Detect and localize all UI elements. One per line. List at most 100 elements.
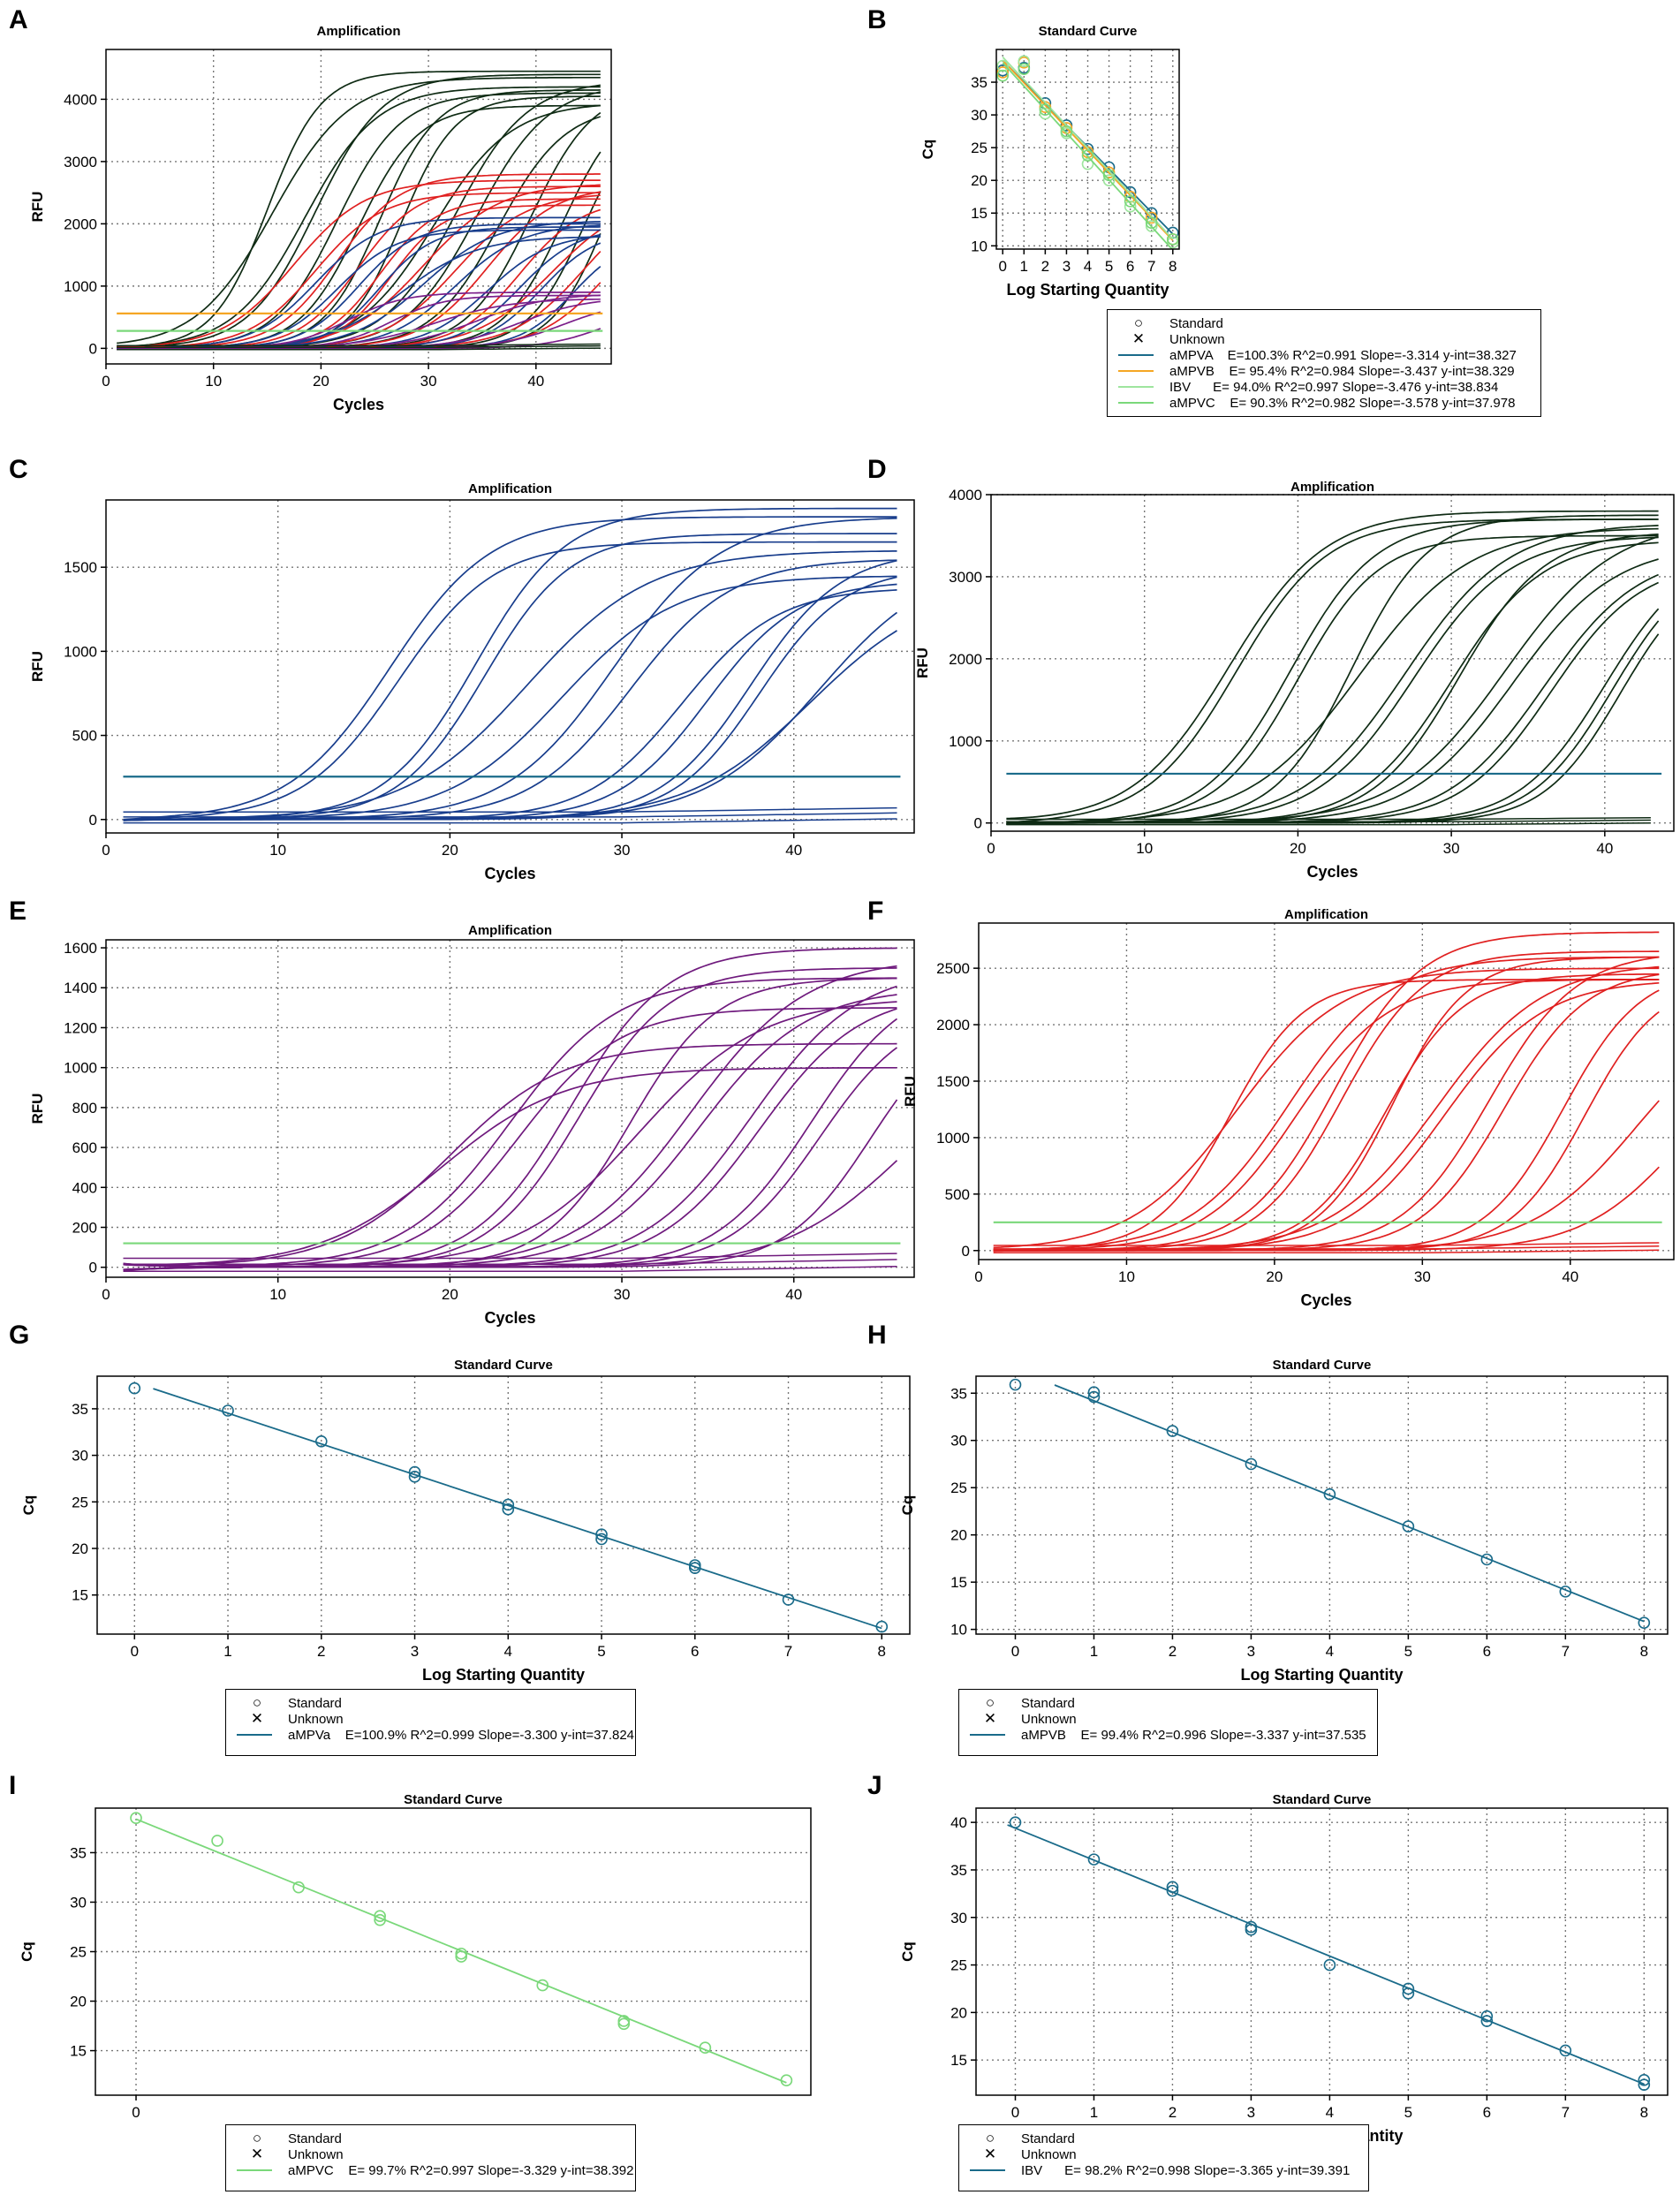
baseline-curve [123,818,897,824]
legend-line-swatch [1118,370,1154,372]
tick-label-y: 25 [72,1494,88,1510]
legend-j: ○ Standard ✕ Unknown IBV E= 98.2% R^2=0.998 … [958,2124,1369,2191]
amplification-curve [123,1007,897,1268]
regression-line [1007,1824,1645,2085]
standard-point [1166,1881,1179,1894]
circle-marker-icon: ○ [1133,314,1144,331]
standard-point [1559,2044,1572,2057]
standard-point [1166,1425,1179,1437]
tick-label-y: 200 [72,1219,97,1236]
tick-label-x: 2 [317,1643,325,1660]
legend-series-entry: aMPVB E= 99.4% R^2=0.996 Slope=-3.337 y-… [959,1725,1377,1745]
baseline-curve [117,343,601,346]
plot-area [1006,510,1662,826]
standard-point [996,69,1010,82]
legend-i: ○ Standard ✕ Unknown aMPVC E= 99.7% R^2=0.99… [225,2124,636,2191]
amplification-curve [993,967,1660,1249]
legend-series-entry: IBV E= 94.0% R^2=0.997 Slope=-3.476 y-in… [1108,377,1540,397]
standard-point [130,1812,142,1825]
plot-area [1009,1378,1651,1629]
plot-area [130,1812,793,2086]
tick-label-x: 20 [1290,840,1306,857]
y-axis-label: RFU [29,192,46,223]
panel-label-f: F [867,897,884,926]
grid [97,1376,910,1634]
circle-marker-icon: ○ [252,1694,262,1711]
standard-point [455,1947,468,1960]
y-axis-label: RFU [914,647,931,678]
tick-label-x: 40 [527,373,544,390]
tick-label-y: 0 [962,1243,970,1260]
legend-line-swatch [1118,402,1154,404]
tick-label-x: 4 [1084,258,1092,275]
legend-text: IBV E= 98.2% R^2=0.998 Slope=-3.365 y-in… [1021,2162,1351,2178]
chart-c: 0 10 20 30 40 0 500 1000 1500 Amplification Cycles… [0,0,915,892]
tick-label-x: 0 [132,2104,140,2121]
chart-title: Standard Curve [404,1792,503,1807]
tick-label-x: 5 [1404,1643,1412,1660]
grid [95,1808,811,2095]
amplification-curve [123,1042,897,1266]
amplification-curve [117,173,601,349]
tick-label-x: 8 [878,1643,886,1660]
amplification-curve [117,192,601,349]
amplification-curve [1006,510,1659,820]
standard-point [222,1404,234,1417]
standard-point [688,1562,701,1574]
tick-label-y: 0 [89,1260,97,1276]
baseline-curve [117,344,601,349]
legend-text: IBV E= 94.0% R^2=0.997 Slope=-3.476 y-in… [1169,379,1499,395]
y-axis-label: Cq [919,140,936,160]
standard-point [617,2017,631,2031]
amplification-curve [993,979,1660,1251]
panel-label-d: D [867,455,887,484]
tick-label-x: 40 [1596,840,1613,857]
regression-line [1002,62,1174,249]
tick-label-x: 1 [1090,1643,1098,1660]
y-axis-label: RFU [29,651,46,682]
legend-unknown: ✕ Unknown [226,2145,635,2164]
tick-label-x: 0 [987,840,995,857]
standard-point [617,2015,631,2027]
y-axis-label: Cq [899,1941,916,1962]
legend-text: Unknown [288,1711,344,1727]
x-marker-icon: ✕ [1131,330,1146,347]
panel-label-e: E [9,897,27,926]
panel-label-c: C [9,455,28,484]
legend-standard: ○ Standard [959,2129,1368,2148]
tick-label-y: 30 [72,1448,88,1465]
x-axis-label: Log Starting Quantity [1007,281,1169,299]
x-axis-label: Cycles [484,1309,535,1327]
chart-g: 0 1 2 3 4 5 6 7 8 15 20 25 30 35 Standard Curve Log Sta… [0,0,911,1696]
regression-line [153,1388,882,1630]
tick-label-x: 0 [974,1268,982,1285]
standard-point [1060,125,1073,138]
tick-label-x: 5 [1105,258,1113,275]
standard-point [996,66,1010,79]
y-axis-label: Cq [19,1941,35,1962]
standard-point [1638,1616,1651,1629]
tick-label-x: 20 [442,842,458,859]
legend-standard: ○ Standard [1108,314,1540,333]
plot-frame [96,1375,911,1635]
tick-label-y: 4000 [949,487,982,503]
standard-point [1166,236,1179,249]
standard-point [1009,1378,1022,1391]
plot-area [993,931,1662,1254]
tick-label-y: 2000 [64,216,97,232]
standard-point [1145,216,1158,230]
tick-label-x: 30 [420,373,437,390]
tick-label-x: 10 [1118,1268,1135,1285]
axes: 0 1 2 3 4 5 6 7 8 10 15 20 25 30 35 [971,74,1177,275]
x-marker-icon: ✕ [983,2146,997,2162]
amplification-curve [993,979,1660,1251]
tick-label-y: 1200 [64,1019,97,1036]
plot-area [117,70,603,351]
tick-label-y: 3000 [949,569,982,586]
legend-line-swatch [1118,354,1154,356]
tick-label-x: 0 [102,1286,110,1303]
tick-label-x: 10 [1136,840,1153,857]
tick-label-x: 6 [1483,2104,1491,2121]
tick-label-x: 5 [1404,2104,1412,2121]
